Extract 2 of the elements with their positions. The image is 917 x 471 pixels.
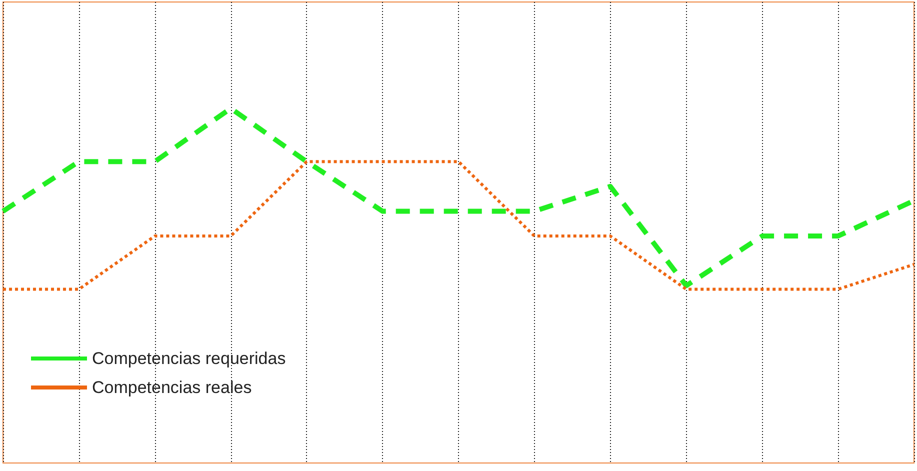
legend-label: Competencias reales xyxy=(92,378,252,397)
legend-label: Competencias requeridas xyxy=(92,349,286,368)
